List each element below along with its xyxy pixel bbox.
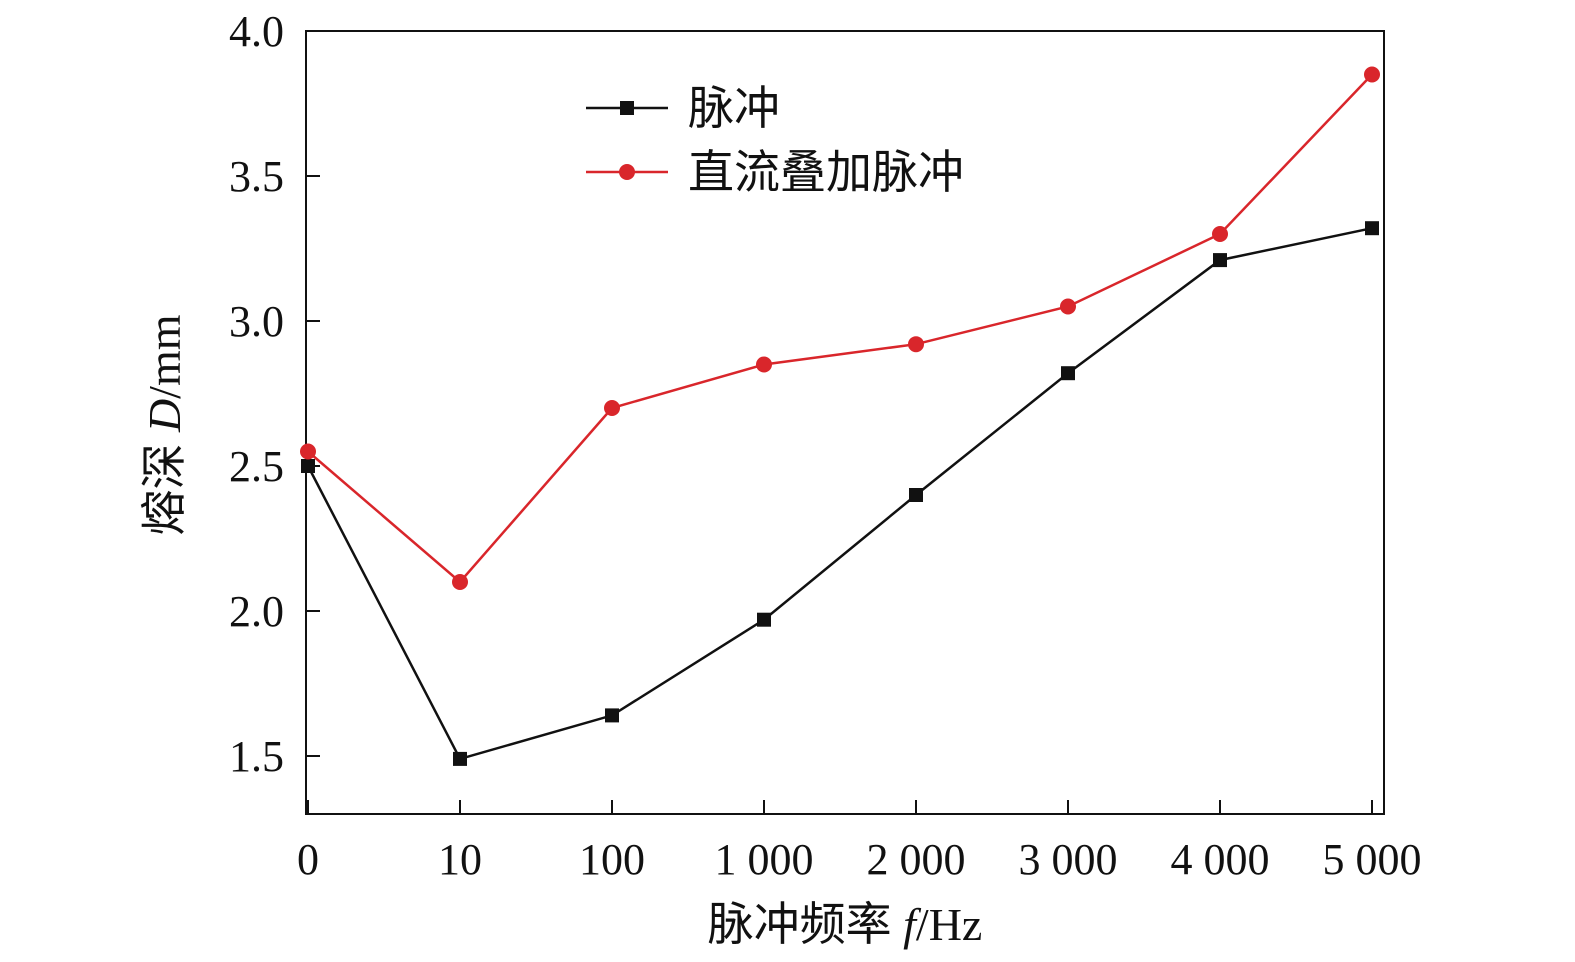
- x-axis: 0 10 100 1 000 2 000 3 000 4 000 5 000: [297, 800, 1422, 884]
- data-point: [1364, 66, 1380, 83]
- x-tick-label: 1 000: [715, 835, 814, 884]
- plot-frame: [305, 30, 1385, 815]
- data-point: [300, 443, 316, 460]
- x-tick-label: 4 000: [1171, 835, 1270, 884]
- data-point: [909, 488, 923, 502]
- legend-label: 直流叠加脉冲: [688, 147, 964, 198]
- data-point: [1060, 298, 1076, 315]
- data-point: [1212, 226, 1228, 242]
- y-axis: 1.5 2.0 2.5 3.0 3.5 4.0: [229, 7, 320, 781]
- x-axis-title: 脉冲频率 f/Hz: [708, 899, 983, 950]
- data-point: [1061, 366, 1075, 381]
- series-layer: [300, 66, 1380, 766]
- data-point: [604, 400, 620, 416]
- x-tick-label: 5 000: [1323, 835, 1422, 884]
- legend-marker: [619, 164, 635, 180]
- y-tick-label: 4.0: [229, 7, 284, 56]
- y-tick-label: 3.5: [229, 152, 284, 201]
- data-point: [1213, 253, 1227, 268]
- y-tick-label: 3.0: [229, 297, 284, 346]
- data-point: [453, 751, 467, 766]
- data-point: [908, 336, 924, 353]
- data-point: [301, 459, 315, 473]
- x-tick-label: 100: [579, 835, 645, 884]
- data-point: [756, 356, 772, 373]
- x-tick-label: 3 000: [1019, 835, 1118, 884]
- y-tick-label: 1.5: [229, 732, 284, 781]
- series-line: [307, 73, 1373, 584]
- data-point: [605, 708, 619, 723]
- series-2: [300, 66, 1380, 590]
- x-tick-label: 10: [438, 835, 482, 884]
- legend-item: 直流叠加脉冲: [586, 147, 964, 198]
- legend-marker: [620, 101, 634, 115]
- x-tick-label: 2 000: [867, 835, 966, 884]
- series-1: [301, 221, 1379, 766]
- series-line: [306, 226, 1373, 761]
- data-point: [452, 574, 468, 590]
- x-tick-label: 0: [297, 835, 319, 884]
- y-tick-label: 2.0: [229, 587, 284, 636]
- data-point: [757, 612, 771, 627]
- legend-label: 脉冲: [688, 83, 780, 134]
- legend-item: 脉冲: [586, 83, 780, 134]
- data-point: [1365, 221, 1379, 236]
- y-axis-title: 熔深 D/mm: [139, 314, 190, 535]
- y-tick-label: 2.5: [229, 442, 284, 491]
- plot-border: [305, 30, 1385, 815]
